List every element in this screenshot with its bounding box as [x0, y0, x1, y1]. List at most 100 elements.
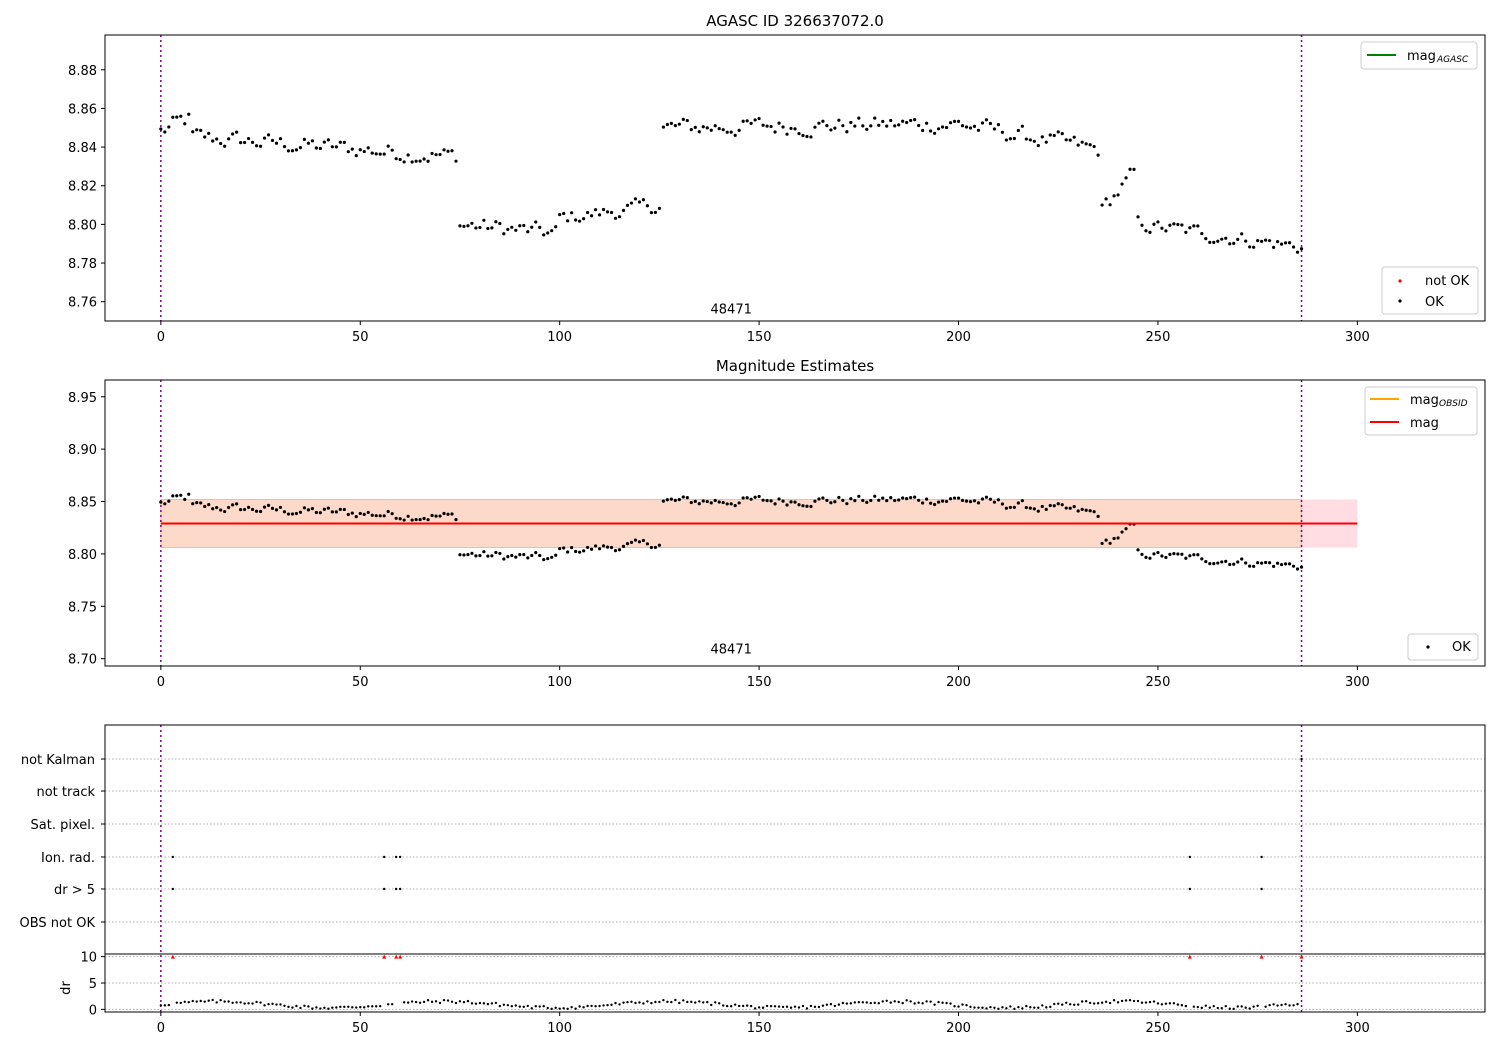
- data-point-ok: [438, 152, 442, 157]
- data-point-ok: [589, 214, 594, 218]
- data-point-ok: [641, 538, 646, 543]
- dr-point: [426, 999, 430, 1002]
- data-point-ok: [159, 500, 163, 504]
- data-point-ok: [1020, 124, 1024, 128]
- data-point-ok: [873, 116, 877, 120]
- data-point-ok: [809, 135, 813, 139]
- data-point-ok: [773, 130, 777, 134]
- data-point-ok: [1299, 565, 1304, 569]
- data-point-ok: [597, 547, 602, 551]
- data-point-ok: [1224, 236, 1228, 240]
- data-point-ok: [948, 497, 953, 501]
- data-point-ok: [929, 501, 933, 505]
- data-point-ok: [478, 554, 482, 558]
- data-point-ok: [1144, 555, 1148, 559]
- legend-ok-label: OK: [1452, 640, 1471, 655]
- data-point-ok: [960, 498, 965, 503]
- data-point-ok: [917, 498, 921, 502]
- data-point-ok: [510, 225, 514, 229]
- dr-point: [1096, 1002, 1100, 1005]
- data-point-ok: [506, 227, 510, 232]
- data-point-ok: [1252, 564, 1256, 568]
- dr-point: [1100, 1001, 1104, 1004]
- data-point-ok: [1279, 242, 1284, 246]
- data-point-ok: [454, 518, 458, 522]
- dr-point: [933, 1003, 936, 1006]
- data-point-ok: [657, 543, 661, 547]
- dr-point: [1296, 1002, 1299, 1006]
- data-point-ok: [781, 125, 785, 129]
- data-point-ok: [506, 555, 510, 559]
- dr-point: [650, 1001, 653, 1005]
- data-point-ok: [709, 501, 713, 505]
- dr-point: [470, 1002, 474, 1005]
- data-point-ok: [1272, 245, 1276, 249]
- dr-point: [873, 1001, 876, 1005]
- data-point-ok: [869, 124, 873, 128]
- data-point-ok: [645, 204, 650, 208]
- x-tick-label: 200: [946, 330, 971, 345]
- data-point-ok: [282, 144, 287, 149]
- dr-point: [315, 1006, 318, 1009]
- dr-point: [857, 1000, 861, 1004]
- data-point-ok: [929, 129, 933, 133]
- data-point-ok: [865, 500, 869, 504]
- dr-point: [638, 1001, 641, 1004]
- data-point-ok: [984, 495, 989, 499]
- data-point-ok: [546, 556, 550, 561]
- data-point-ok: [1256, 561, 1260, 565]
- data-point-ok: [757, 116, 761, 121]
- dr-point: [1220, 1007, 1223, 1010]
- flag-label: Ion. rad.: [41, 851, 95, 866]
- dr-point: [482, 1002, 486, 1005]
- data-point-ok: [290, 512, 295, 516]
- data-point-ok: [418, 517, 422, 522]
- data-point-ok: [1116, 536, 1120, 540]
- dr-point: [825, 1003, 829, 1006]
- data-point-ok: [1076, 143, 1080, 147]
- dr-clipped-marker: [1259, 954, 1264, 959]
- dr-point: [997, 1007, 1000, 1011]
- data-point-ok: [1108, 541, 1112, 545]
- data-point-ok: [286, 149, 291, 153]
- data-point-ok: [1291, 564, 1296, 568]
- dr-point: [566, 1007, 569, 1011]
- dr-clipped-marker: [394, 954, 399, 959]
- data-point-ok: [1188, 554, 1192, 558]
- data-point-ok: [1096, 153, 1100, 157]
- data-point-ok: [227, 505, 231, 510]
- data-point-ok: [1212, 562, 1216, 566]
- data-point-ok: [881, 119, 885, 124]
- data-point-ok: [262, 505, 267, 509]
- data-point-ok: [346, 150, 350, 154]
- data-point-ok: [1092, 510, 1096, 514]
- data-point-ok: [956, 496, 961, 500]
- x-tick-label: 150: [747, 330, 772, 345]
- data-point-ok: [1228, 562, 1232, 567]
- data-point-ok: [442, 511, 446, 516]
- dr-point: [658, 1000, 661, 1004]
- data-point-ok: [661, 125, 665, 129]
- data-point-ok: [318, 146, 322, 151]
- data-point-ok: [1036, 143, 1040, 148]
- dr-point: [737, 1004, 741, 1008]
- dr-point: [1196, 1005, 1200, 1009]
- data-point-ok: [378, 514, 382, 518]
- data-point-ok: [1208, 562, 1212, 566]
- data-point-ok: [227, 137, 231, 141]
- dr-point: [1136, 999, 1140, 1003]
- dr-point: [1236, 1005, 1239, 1008]
- data-point-ok: [853, 124, 857, 128]
- data-point-ok: [462, 553, 466, 557]
- data-point-ok: [1136, 215, 1140, 219]
- legend-top-box: [1360, 41, 1478, 70]
- data-point-ok: [486, 554, 490, 558]
- dr-point: [506, 1003, 510, 1007]
- dr-point: [718, 1002, 721, 1005]
- dr-point: [674, 998, 677, 1002]
- dr-point: [1256, 1004, 1259, 1008]
- data-point-ok: [434, 514, 438, 518]
- data-point-ok: [586, 545, 590, 550]
- dr-tick-label: 0: [89, 1003, 97, 1018]
- data-point-ok: [921, 501, 925, 505]
